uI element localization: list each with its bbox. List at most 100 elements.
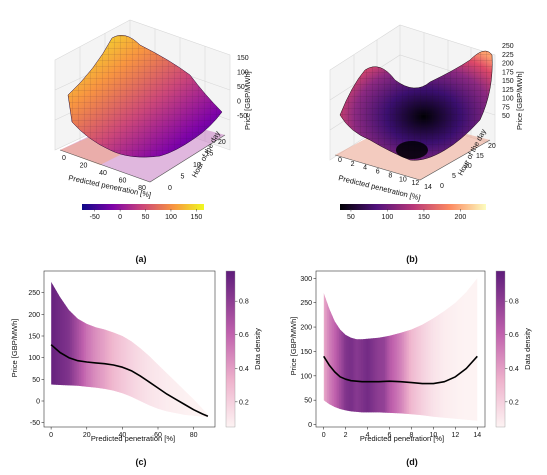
panel-d-density-strip (412, 278, 415, 421)
panel-d-density-strip (393, 278, 396, 421)
panel-c-density-strip (134, 281, 138, 418)
panel-d-density-strip (450, 278, 453, 421)
panel-b-colorbar-tick-label: 100 (382, 214, 394, 221)
panel-a-x-tick-label: 40 (99, 170, 107, 177)
panel-d-density-strip (427, 278, 431, 421)
panel-c-density-strip (78, 281, 82, 418)
panel-c-density-strip (120, 281, 124, 418)
panel-d-density-strip (374, 278, 378, 421)
panel-c-y-tick-label: 150 (28, 334, 40, 341)
panel-d-density-strip (473, 278, 477, 421)
panel-d-density-strip (328, 278, 332, 421)
panel-d-density-strip (385, 278, 388, 421)
panel-d-density-strip (327, 278, 330, 421)
panel-d-density-strip (380, 278, 383, 421)
panel-c-density-strip (119, 281, 122, 418)
panel-d-density-strip (330, 278, 333, 421)
panel-d-density-strip (397, 278, 400, 421)
panel-c-density-strip (58, 281, 61, 418)
panel-d-x-tick-label: 12 (452, 432, 460, 439)
panel-a-x-tick-label: 80 (138, 185, 146, 192)
panel-d-density-strip (395, 278, 398, 421)
panel-a-z-tick-label: 50 (237, 84, 245, 91)
panel-d-density-strip (461, 278, 465, 421)
panel-c-colorbar (225, 270, 236, 428)
panel-c-x-tick-label: 60 (154, 432, 162, 439)
panel-c-y-tick-label: -50 (30, 420, 40, 427)
panel-d-density-strip (339, 278, 342, 421)
panel-d-density-strip (364, 278, 367, 421)
panel-c-density-strip (72, 281, 75, 418)
panel-d-density-strip (402, 278, 405, 421)
panel-d-density-strip (366, 278, 369, 421)
panel-c-density-strip (82, 281, 85, 418)
panel-b-z-tick-label: 50 (502, 113, 510, 120)
panel-c-x-tick-label: 40 (119, 432, 127, 439)
panel-d-x-tick-label: 14 (473, 432, 481, 439)
panel-d-density-strip (414, 278, 417, 421)
panel-c-mean-line (50, 344, 209, 417)
panel-b-y-tick-label: 15 (476, 153, 484, 160)
panel-a-y-tick-label: 20 (218, 139, 226, 146)
panel-a-y-tick-label: 0 (168, 185, 172, 192)
panel-c-density-strip (108, 281, 111, 418)
panel-c: 0 20 40 60 80 -50 0 50 100 150 200 250 Predicted pe… (10, 270, 262, 467)
panel-c-density-strip (63, 281, 66, 418)
panel-c-density-strip (52, 281, 56, 418)
panel-c-density-strip (117, 281, 120, 418)
panel-a-colorbar-ticks: -50 0 50 100 150 (90, 209, 202, 221)
panel-d-density-strip (373, 278, 376, 421)
panel-a-caption: (a) (136, 254, 147, 264)
panel-a-colorbar-tick-label: 50 (142, 214, 150, 221)
panel-d-density-strip (361, 278, 364, 421)
panel-d-density-strip (335, 278, 338, 421)
panel-d-density-strip (443, 278, 446, 421)
panel-d-colorbar-label: Data density (523, 328, 532, 370)
panel-a-x-tick-label: 20 (80, 163, 88, 170)
panel-c-y-tick-label: 100 (28, 355, 40, 362)
panel-b-y-tick-label: 5 (452, 173, 456, 180)
panel-a-z-tick-label: -50 (237, 113, 247, 120)
panel-c-density-strip (66, 281, 70, 418)
panel-c-density-strip (70, 281, 73, 418)
panel-d-density-strip (332, 278, 335, 421)
panel-d-density-strip (422, 278, 425, 421)
panel-a-z-tick-label: 100 (237, 70, 249, 77)
panel-d-colorbar-tick-label: 0.4 (509, 366, 519, 373)
panel-c-y-tick-label: 250 (28, 290, 40, 297)
panel-d-density-strip (368, 278, 371, 421)
panel-d-density-strip (467, 278, 470, 421)
panel-d-y-tick-label: 300 (300, 276, 312, 283)
panel-c-density-strip (124, 281, 127, 418)
panel-d-x-tick-label: 2 (344, 432, 348, 439)
panel-a-z-tick-label: 0 (237, 99, 241, 106)
panel-b-z-tick-label: 100 (502, 96, 514, 103)
panel-b-y-ticks: 0 5 10 15 20 (440, 143, 496, 190)
panel-c-density-strip (129, 281, 132, 418)
panel-d-y-tick-label: 0 (308, 422, 312, 429)
panel-d-density-strip (407, 278, 410, 421)
panel-d-density-strip (420, 278, 424, 421)
panel-a-x-ticks: 0 20 40 60 80 (62, 155, 146, 192)
panel-d-x-label: Predicted penetration [%] (360, 434, 444, 443)
panel-b-z-tick-label: 200 (502, 61, 514, 68)
panel-a-z-ticks: -50 0 50 100 150 (237, 55, 249, 120)
panel-d-density-strip (347, 278, 350, 421)
panel-c-x-tick-label: 80 (190, 432, 198, 439)
panel-a-x-tick-label: 60 (119, 178, 127, 185)
panel-c-x-tick-label: 20 (83, 432, 91, 439)
panel-d-density-strip (359, 278, 362, 421)
panel-d-density-strip (436, 278, 439, 421)
panel-a-y-tick-label: 15 (206, 151, 214, 158)
panel-c-colorbar-tick-label: 0.2 (239, 399, 249, 406)
panel-d-density-strip (325, 278, 328, 421)
panel-d-density-strip (419, 278, 422, 421)
panel-c-density-strip (131, 281, 134, 418)
panel-c-density-strip (103, 281, 106, 418)
panel-b-colorbar-tick-label: 200 (455, 214, 467, 221)
panel-b-z-label: Price [GBP/MWh] (515, 71, 524, 130)
panel-a-y-ticks: 0 5 10 15 20 (168, 139, 226, 192)
panel-c-colorbar-ticks: 0.2 0.4 0.6 0.8 (235, 299, 249, 406)
